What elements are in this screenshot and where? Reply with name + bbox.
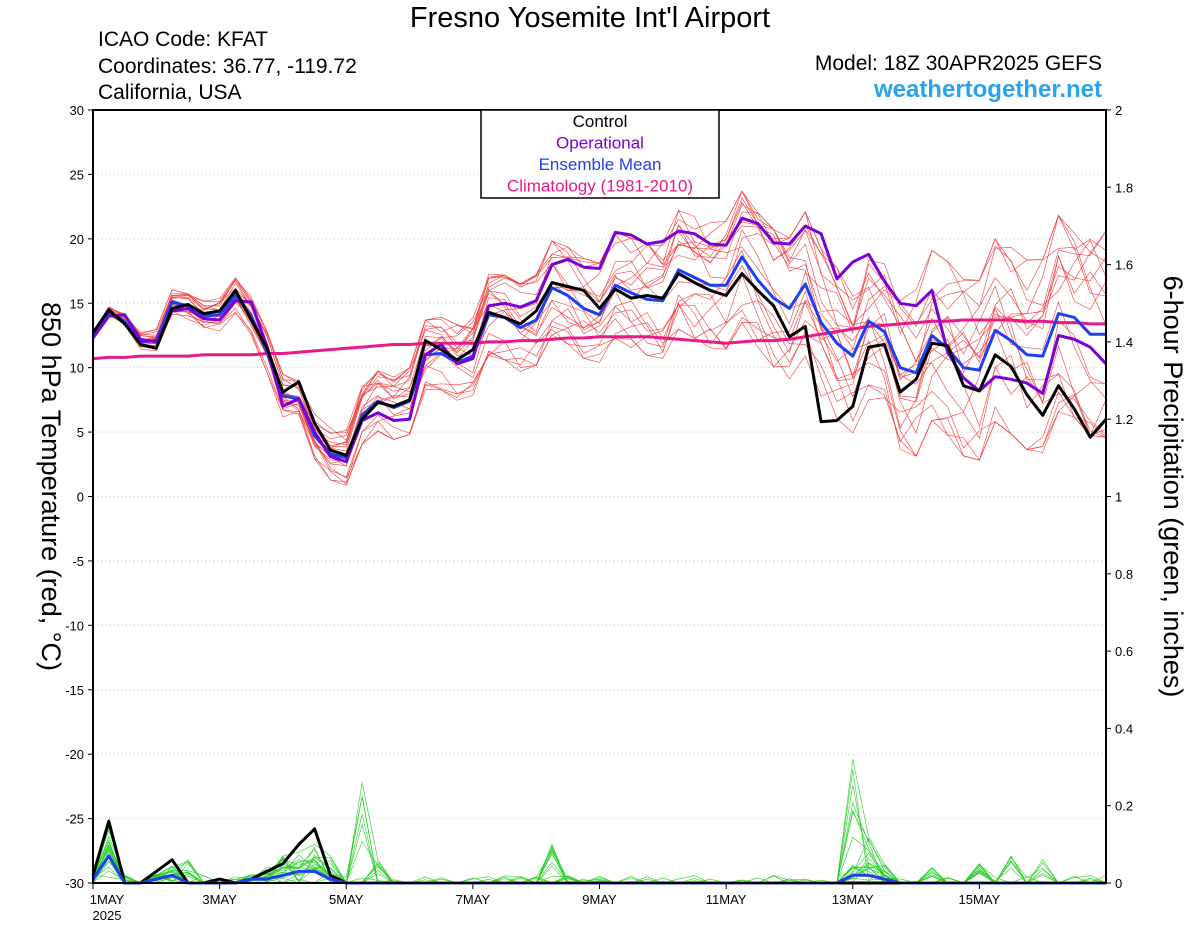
ensemble-members bbox=[92, 190, 1107, 885]
precip-member-line bbox=[92, 785, 1106, 884]
precip-member-line bbox=[92, 840, 1106, 884]
precip-member-line bbox=[92, 796, 1106, 884]
climatology-1981-2010-line bbox=[92, 318, 1106, 361]
y-left-axis-label: 850 hPa Temperature (red, °C) bbox=[36, 302, 66, 671]
precip-member-line bbox=[92, 826, 1106, 884]
y-left-tick-label: -30 bbox=[65, 876, 84, 891]
x-tick-sublabel: 2025 bbox=[93, 908, 122, 923]
y-right-tick-label: 1.2 bbox=[1115, 412, 1133, 427]
control-line bbox=[91, 272, 1108, 457]
y-left-tick-label: 25 bbox=[70, 167, 84, 182]
chart-title: Fresno Yosemite Int'l Airport bbox=[409, 2, 771, 34]
precip-member-line bbox=[92, 811, 1107, 884]
precip-member-line bbox=[92, 825, 1106, 884]
x-tick-label: 11MAY bbox=[706, 892, 747, 907]
y-right-tick-label: 0.4 bbox=[1115, 721, 1133, 736]
y-right-tick-label: 1.4 bbox=[1115, 335, 1133, 350]
precip-member-line bbox=[92, 837, 1106, 884]
axes: 302520151050-5-10-15-20-25-3021.81.61.41… bbox=[36, 103, 1188, 923]
y-right-tick-label: 2 bbox=[1115, 103, 1122, 118]
y-right-tick-label: 1 bbox=[1115, 490, 1122, 505]
legend-box bbox=[480, 109, 720, 199]
temp-member-line bbox=[92, 201, 1107, 441]
y-left-tick-label: -15 bbox=[65, 683, 84, 698]
region: California, USA bbox=[98, 81, 242, 104]
temp-member-line bbox=[92, 230, 1107, 434]
legend-entry: Climatology (1981-2010) bbox=[507, 177, 693, 196]
precip-member-line bbox=[92, 814, 1106, 884]
x-tick-label: 15MAY bbox=[959, 892, 1001, 907]
legend-entry: Ensemble Mean bbox=[539, 155, 662, 174]
legend: Control Operational Ensemble Mean Climatolo… bbox=[480, 109, 720, 199]
x-tick-label: 7MAY bbox=[456, 892, 491, 907]
x-tick-label: 1MAY bbox=[90, 892, 125, 907]
y-left-tick-label: 10 bbox=[70, 361, 84, 376]
temp-member-line bbox=[92, 190, 1107, 461]
precip-member-line bbox=[92, 769, 1106, 884]
temp-member-line bbox=[92, 255, 1107, 483]
x-tick-label: 5MAY bbox=[329, 892, 364, 907]
temp-member-line bbox=[92, 210, 1107, 449]
model-run: Model: 18Z 30APR2025 GEFS bbox=[814, 52, 1102, 75]
plot-frame bbox=[92, 109, 1107, 884]
precip-member-line bbox=[92, 809, 1106, 884]
temp-member-line bbox=[92, 292, 1107, 453]
y-left-tick-label: 30 bbox=[70, 103, 84, 118]
operational-line bbox=[91, 216, 1108, 464]
y-left-tick-label: 5 bbox=[77, 425, 84, 440]
control-precip-line bbox=[91, 819, 1106, 885]
temp-member-line bbox=[92, 190, 1107, 447]
ensemble-mean-line bbox=[91, 255, 1106, 460]
y-left-tick-label: 15 bbox=[70, 296, 84, 311]
precip-member-line bbox=[92, 823, 1106, 884]
legend-entry: Operational bbox=[556, 134, 644, 153]
x-tick-label: 3MAY bbox=[202, 892, 237, 907]
temp-member-line bbox=[92, 209, 1107, 467]
x-tick-label: 9MAY bbox=[582, 892, 617, 907]
temp-member-line bbox=[92, 211, 1107, 486]
icao-code: ICAO Code: KFAT bbox=[98, 28, 268, 51]
y-right-tick-label: 0.2 bbox=[1115, 799, 1133, 814]
y-left-tick-label: 0 bbox=[77, 490, 84, 505]
y-right-tick-label: 1.8 bbox=[1115, 180, 1133, 195]
legend-entry: Control bbox=[573, 112, 628, 131]
precip-member-line bbox=[92, 796, 1106, 884]
y-right-tick-label: 1.6 bbox=[1115, 258, 1133, 273]
precip-member-line bbox=[92, 759, 1106, 885]
x-tick-label: 13MAY bbox=[832, 892, 874, 907]
y-left-tick-label: -20 bbox=[65, 747, 84, 762]
website-link[interactable]: weathertogether.net bbox=[873, 76, 1102, 103]
coordinates: Coordinates: 36.77, -119.72 bbox=[98, 55, 357, 78]
y-right-tick-label: 0.6 bbox=[1115, 644, 1133, 659]
grid bbox=[93, 109, 1106, 884]
y-right-tick-label: 0.8 bbox=[1115, 567, 1133, 582]
main-series bbox=[91, 216, 1108, 885]
y-right-tick-label: 0 bbox=[1115, 876, 1122, 891]
y-left-tick-label: -10 bbox=[65, 618, 84, 633]
y-left-tick-label: -5 bbox=[72, 554, 84, 569]
y-right-axis-label: 6-hour Precipitation (green, inches) bbox=[1158, 276, 1188, 698]
y-left-tick-label: 20 bbox=[70, 232, 84, 247]
y-left-tick-label: -25 bbox=[65, 812, 84, 827]
